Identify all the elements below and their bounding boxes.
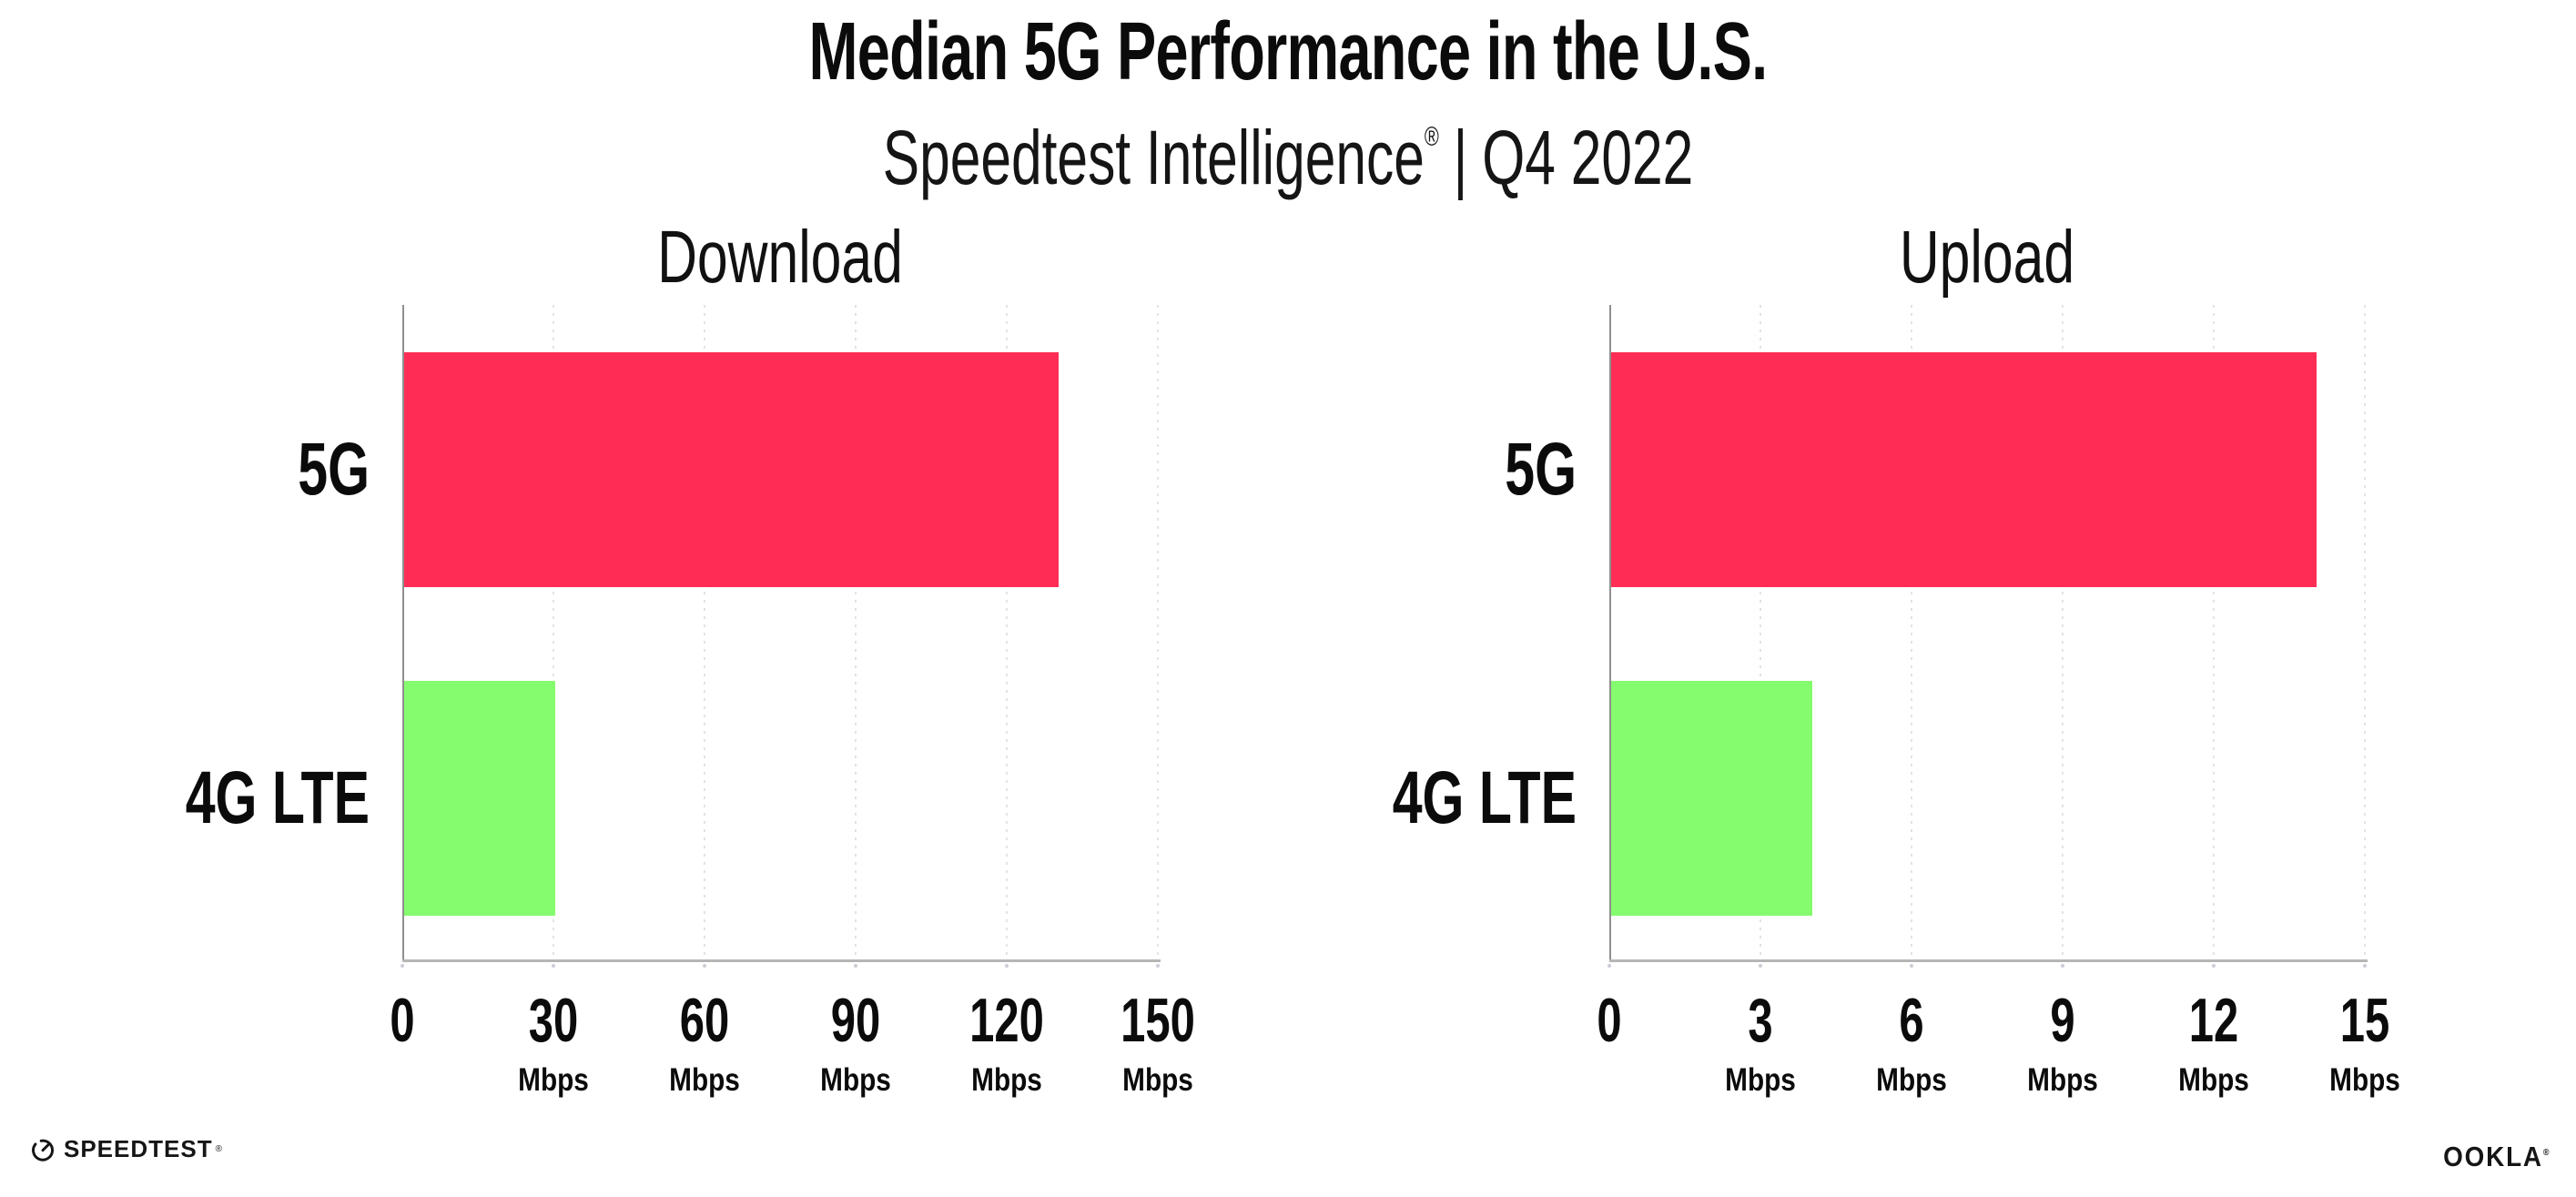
upload-tick-label-3: 3: [1748, 986, 1773, 1055]
upload-tick-label-0: 0: [1597, 986, 1622, 1055]
upload-category-label-5g: 5G: [1505, 427, 1577, 511]
upload-chart-plot: Upload 0 3 Mbps 6 Mbps 9 Mbps 12 Mbps 15 Mbps 5G 4G L…: [1393, 216, 2400, 1096]
download-tick-mark-60: [703, 964, 706, 968]
upload-tick-mark-0: [1607, 964, 1611, 968]
download-tick-label-60: 60: [679, 986, 730, 1055]
download-tick-unit-120: Mbps: [971, 1062, 1042, 1098]
speedtest-gauge-icon: [30, 1137, 56, 1162]
download-tick-label-90: 90: [830, 986, 881, 1055]
ookla-logo: OOKLA®: [2443, 1138, 2551, 1172]
registered-trademark-mark: ®: [1424, 122, 1439, 152]
upload-gridline-3: [1760, 305, 1761, 962]
upload-bar-4g-lte: [1611, 680, 1813, 916]
download-tick-mark-30: [552, 964, 555, 968]
download-category-label-5g: 5G: [298, 427, 370, 511]
upload-tick-mark-9: [2061, 964, 2064, 968]
upload-tick-label-9: 9: [2050, 986, 2075, 1055]
upload-bar-5g: [1611, 351, 2317, 587]
subtitle-separator: |: [1453, 115, 1468, 200]
ookla-wordmark: OOKLA: [2442, 1141, 2543, 1172]
download-tick-mark-150: [1156, 964, 1160, 968]
download-tick-label-150: 150: [1121, 986, 1195, 1055]
download-tick-unit-60: Mbps: [669, 1062, 740, 1098]
page-subtitle: Speedtest Intelligence® | Q4 2022: [360, 93, 2216, 200]
download-tick-unit-90: Mbps: [820, 1062, 891, 1098]
download-bar-4g-lte: [404, 680, 555, 916]
ookla-registered-mark: ®: [2542, 1148, 2551, 1158]
download-tick-mark-0: [401, 964, 404, 968]
download-gridline-30: [553, 305, 554, 962]
upload-tick-unit-6: Mbps: [1876, 1062, 1947, 1098]
download-gridline-120: [1006, 305, 1008, 962]
download-bar-5g: [404, 351, 1060, 587]
download-tick-label-120: 120: [969, 986, 1044, 1055]
download-gridline-150: [1157, 305, 1159, 962]
upload-gridline-9: [2062, 305, 2064, 962]
download-gridline-60: [704, 305, 705, 962]
download-tick-mark-90: [854, 964, 857, 968]
upload-tick-mark-12: [2212, 964, 2216, 968]
download-tick-unit-150: Mbps: [1122, 1062, 1193, 1098]
upload-tick-mark-3: [1759, 964, 1762, 968]
subtitle-period: Q4 2022: [1482, 115, 1694, 200]
download-gridline-90: [855, 305, 857, 962]
download-y-axis: [402, 305, 404, 962]
download-tick-unit-30: Mbps: [518, 1062, 589, 1098]
upload-tick-label-15: 15: [2339, 986, 2390, 1055]
upload-tick-mark-15: [2363, 964, 2367, 968]
upload-gridline-6: [1911, 305, 1912, 962]
upload-tick-label-12: 12: [2188, 986, 2239, 1055]
download-category-label-4g-lte: 4G LTE: [185, 756, 370, 839]
upload-category-label-4g-lte: 4G LTE: [1392, 756, 1577, 839]
page-title: Median 5G Performance in the U.S.: [808, 6, 1769, 97]
download-tick-label-30: 30: [528, 986, 579, 1055]
upload-tick-unit-3: Mbps: [1725, 1062, 1796, 1098]
upload-chart-title: Upload: [1899, 216, 2075, 299]
download-tick-mark-120: [1005, 964, 1009, 968]
download-x-axis: [402, 959, 1161, 962]
upload-tick-mark-6: [1910, 964, 1913, 968]
download-chart-plot: Download 0 30 Mbps 60 Mbps 90 Mbps 120 Mbps 150 Mbp…: [186, 216, 1195, 1096]
speedtest-wordmark: SPEEDTEST: [64, 1135, 213, 1162]
speedtest-registered-mark: ®: [215, 1144, 222, 1154]
upload-tick-unit-15: Mbps: [2329, 1062, 2400, 1098]
upload-x-axis: [1609, 959, 2368, 962]
upload-tick-unit-9: Mbps: [2027, 1062, 2098, 1098]
download-tick-label-0: 0: [390, 986, 415, 1055]
upload-y-axis: [1609, 305, 1611, 962]
subtitle-brand: Speedtest Intelligence: [882, 115, 1425, 200]
upload-tick-unit-12: Mbps: [2178, 1062, 2249, 1098]
speedtest-logo: SPEEDTEST ®: [30, 1135, 222, 1163]
upload-gridline-15: [2364, 305, 2366, 962]
upload-tick-label-6: 6: [1899, 986, 1924, 1055]
upload-gridline-12: [2213, 305, 2215, 962]
download-chart-title: Download: [657, 216, 903, 299]
